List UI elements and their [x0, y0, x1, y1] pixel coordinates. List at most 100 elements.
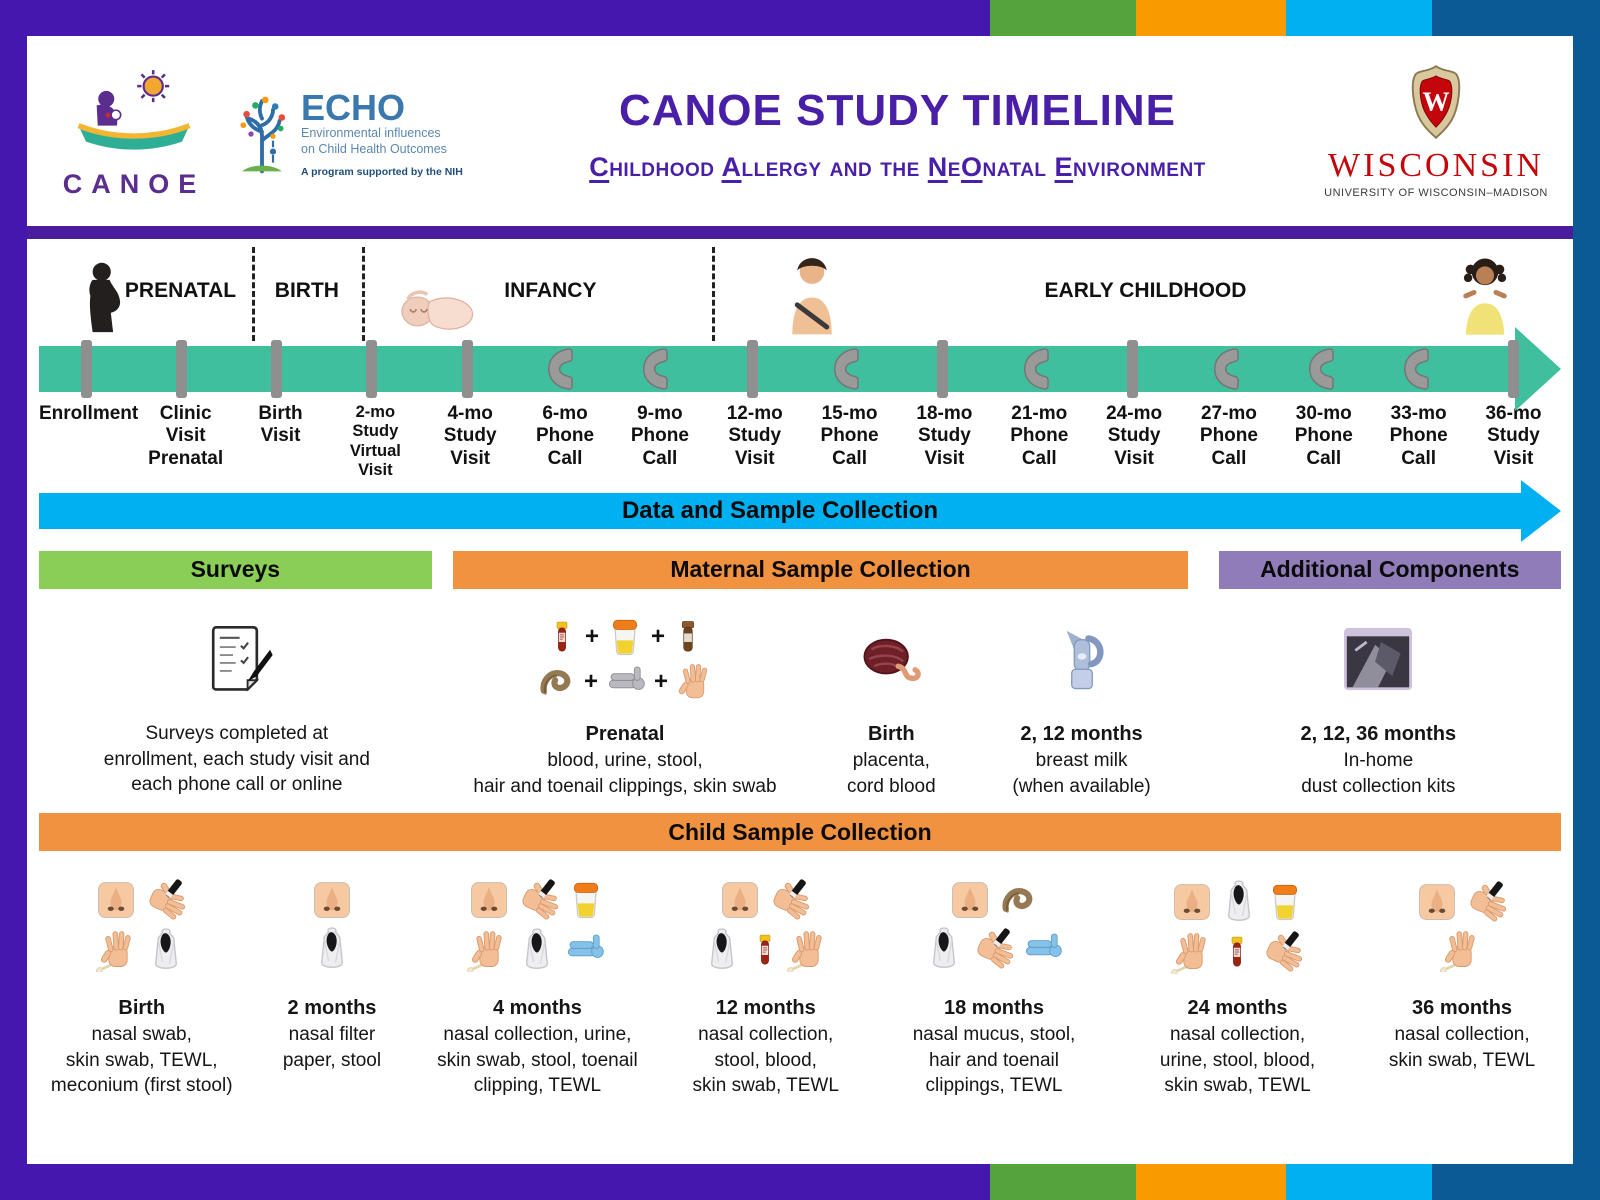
subtitle-segment: E — [1054, 151, 1074, 182]
column-title: 2 months — [287, 997, 377, 1020]
tick-icon — [461, 340, 473, 398]
timeline-labels: Enrollment Clinic Visit Prenatal Birth Visit 2… — [39, 403, 1561, 481]
hand-swab-icon — [1440, 928, 1484, 973]
nose-icon — [1416, 881, 1458, 923]
tick-icon — [937, 340, 949, 398]
child-sample-row: Birth nasal swab, skin swab, TEWL, meconium… — [39, 861, 1561, 1099]
36-months-column: 36 months nasal collection, skin swab, TEW… — [1363, 861, 1561, 1099]
nose-icon — [719, 879, 761, 921]
icon-row: + + — [545, 615, 705, 659]
border-segment-green — [990, 0, 1136, 36]
canoe-logo: CANOE — [39, 62, 229, 200]
phase-label-early-childhood: EARLY CHILDHOOD — [1044, 279, 1247, 302]
title-block: CANOE STUDY TIMELINE Childhood Allergy a… — [484, 80, 1311, 183]
icon-row — [1170, 930, 1305, 975]
icon-cluster — [467, 861, 607, 991]
stool-bag-icon — [311, 925, 353, 973]
phase-label-prenatal: PRENATAL — [124, 279, 237, 302]
right-border — [1573, 0, 1600, 1200]
icon-cluster — [923, 861, 1065, 991]
echo-tagline-line1: Environmental influences — [301, 126, 441, 141]
timeline-point-label: Birth Visit — [258, 403, 303, 447]
column-title: 4 months — [492, 997, 582, 1020]
visit-tick-marker — [1085, 340, 1180, 398]
column-caption: 18 months nasal mucus, stool, hair and toe… — [912, 997, 1076, 1097]
phase-separator — [252, 247, 256, 341]
data-collection-arrowhead — [1521, 479, 1561, 542]
visit-tick-marker — [895, 340, 990, 398]
tick-icon — [366, 340, 378, 398]
hand-tewl-icon — [1259, 930, 1305, 974]
little-girl-photo — [1456, 256, 1514, 341]
2-12-36-months-column: 2, 12, 36 months In-home dust collection k… — [1196, 601, 1561, 799]
subtitle-segment: nvironment — [1073, 151, 1206, 182]
blood-tube-icon — [1220, 930, 1254, 974]
prenatal-column: + + + + Prenatal blood, urine, stool, hair and… — [435, 601, 816, 799]
hand-swab-icon — [786, 928, 831, 973]
icon-row — [311, 879, 353, 921]
column-title: 24 months — [1187, 997, 1288, 1020]
maternal-sample-row: Surveys completed at enrollment, each stu… — [39, 601, 1561, 799]
18-months-column: 18 months nasal mucus, stool, hair and toe… — [876, 861, 1112, 1099]
toddler-photo — [780, 254, 844, 341]
timeline-point-label: 24-mo Study Visit — [1106, 403, 1163, 469]
stool-bag-icon — [923, 925, 965, 973]
icon-cluster — [1341, 601, 1415, 717]
nose-icon — [1171, 881, 1213, 923]
subtitle-segment: hildhood — [609, 151, 722, 182]
hand-tewl-icon — [1463, 880, 1509, 924]
visit-tick-marker — [705, 340, 800, 398]
hand-tewl-icon — [970, 927, 1016, 971]
phone-icon — [1019, 344, 1057, 394]
plus-sign: + — [653, 667, 668, 695]
icon-cluster — [1051, 601, 1113, 717]
icon-row — [719, 878, 812, 922]
phone-icon — [638, 344, 676, 394]
subtitle-segment: natal — [982, 151, 1055, 182]
canoe-logo-text: CANOE — [62, 169, 206, 199]
timeline-bar — [39, 346, 1515, 392]
column-title: Prenatal — [585, 722, 665, 745]
bottom-border-strip — [0, 1164, 1600, 1200]
column-caption: 2, 12 months breast milk (when available) — [1012, 722, 1151, 797]
phone-call-marker — [1181, 341, 1276, 397]
clipper-blue-icon — [1021, 929, 1065, 969]
visit-tick-marker — [229, 340, 324, 398]
4-months-column: 4 months nasal collection, urine, skin swa… — [419, 861, 655, 1099]
phone-call-marker — [1276, 341, 1371, 397]
border-segment-darkblue — [1431, 0, 1600, 36]
icon-cluster — [95, 861, 188, 991]
timeline-point-label: 21-mo Phone Call — [1010, 403, 1069, 469]
2-12-months-column: 2, 12 months breast milk (when available) — [967, 601, 1195, 799]
phone-call-marker — [610, 341, 705, 397]
hand-swab-icon — [1170, 930, 1215, 975]
blood-tube-icon — [545, 615, 579, 659]
visit-tick-marker — [1466, 340, 1561, 398]
phone-call-marker — [800, 341, 895, 397]
data-collection-arrow-bar — [39, 492, 1521, 529]
timeline-point-label: 30-mo Phone Call — [1294, 403, 1353, 469]
border-segment-green — [990, 1164, 1136, 1200]
placenta-icon — [856, 630, 926, 688]
border-segment-purple — [0, 0, 991, 36]
phase-label-birth: BIRTH — [274, 279, 339, 302]
timeline-point-label: 6-mo Phone Call — [536, 403, 595, 469]
subtitle-segment: C — [589, 151, 610, 182]
nose-icon — [311, 879, 353, 921]
timeline-point-label: 27-mo Phone Call — [1199, 403, 1258, 469]
phase-separator — [711, 247, 715, 341]
page-title: CANOE STUDY TIMELINE — [618, 85, 1176, 135]
plus-sign: + — [584, 622, 599, 650]
phone-icon — [1304, 344, 1342, 394]
timeline-point-label: 18-mo Study Visit — [916, 403, 973, 469]
subtitle-segment: A — [721, 151, 742, 182]
tick-icon — [176, 340, 188, 398]
blood-tube-icon — [748, 928, 782, 972]
icon-row — [701, 926, 831, 974]
hand-tewl-icon — [515, 878, 561, 922]
timeline-point-label: Enrollment — [39, 403, 139, 424]
icon-row — [311, 925, 353, 973]
column-title: Birth — [118, 997, 166, 1020]
purple-divider — [27, 226, 1573, 239]
